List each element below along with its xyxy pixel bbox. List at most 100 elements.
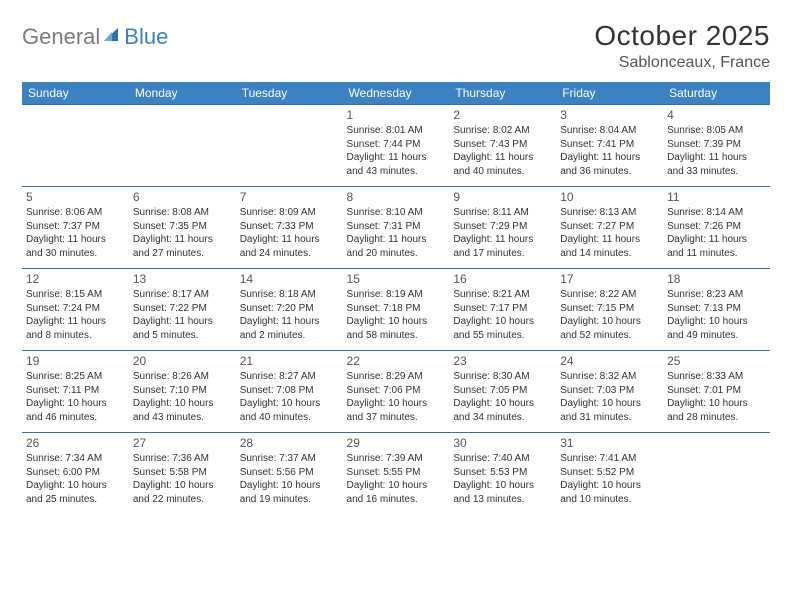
calendar-day-cell: 5Sunrise: 8:06 AMSunset: 7:37 PMDaylight… bbox=[22, 187, 129, 269]
calendar-day-cell: 25Sunrise: 8:33 AMSunset: 7:01 PMDayligh… bbox=[663, 351, 770, 433]
day-number: 28 bbox=[240, 435, 339, 451]
day-number: 1 bbox=[347, 107, 446, 123]
weekday-header: Saturday bbox=[663, 82, 770, 105]
day-number: 9 bbox=[453, 189, 552, 205]
daylight-text: and 27 minutes. bbox=[133, 247, 232, 261]
calendar-day-cell: 3Sunrise: 8:04 AMSunset: 7:41 PMDaylight… bbox=[556, 105, 663, 187]
sunrise-text: Sunrise: 8:01 AM bbox=[347, 124, 446, 138]
calendar-week-row: 12Sunrise: 8:15 AMSunset: 7:24 PMDayligh… bbox=[22, 269, 770, 351]
sunset-text: Sunset: 7:10 PM bbox=[133, 384, 232, 398]
calendar-week-row: 19Sunrise: 8:25 AMSunset: 7:11 PMDayligh… bbox=[22, 351, 770, 433]
day-number: 11 bbox=[667, 189, 766, 205]
daylight-text: and 46 minutes. bbox=[26, 411, 125, 425]
daylight-text: Daylight: 11 hours bbox=[133, 233, 232, 247]
daylight-text: Daylight: 11 hours bbox=[240, 315, 339, 329]
day-number: 26 bbox=[26, 435, 125, 451]
sunset-text: Sunset: 7:06 PM bbox=[347, 384, 446, 398]
day-number: 15 bbox=[347, 271, 446, 287]
sunset-text: Sunset: 7:33 PM bbox=[240, 220, 339, 234]
sunrise-text: Sunrise: 8:25 AM bbox=[26, 370, 125, 384]
day-number: 30 bbox=[453, 435, 552, 451]
daylight-text: and 33 minutes. bbox=[667, 165, 766, 179]
daylight-text: Daylight: 11 hours bbox=[133, 315, 232, 329]
daylight-text: Daylight: 10 hours bbox=[560, 479, 659, 493]
sunset-text: Sunset: 7:27 PM bbox=[560, 220, 659, 234]
daylight-text: and 55 minutes. bbox=[453, 329, 552, 343]
daylight-text: and 22 minutes. bbox=[133, 493, 232, 507]
daylight-text: Daylight: 11 hours bbox=[667, 233, 766, 247]
sunset-text: Sunset: 7:20 PM bbox=[240, 302, 339, 316]
sunset-text: Sunset: 7:03 PM bbox=[560, 384, 659, 398]
day-number: 27 bbox=[133, 435, 232, 451]
sunrise-text: Sunrise: 8:10 AM bbox=[347, 206, 446, 220]
sunset-text: Sunset: 5:58 PM bbox=[133, 466, 232, 480]
sunrise-text: Sunrise: 8:21 AM bbox=[453, 288, 552, 302]
calendar-day-cell: 16Sunrise: 8:21 AMSunset: 7:17 PMDayligh… bbox=[449, 269, 556, 351]
calendar-day-cell: 17Sunrise: 8:22 AMSunset: 7:15 PMDayligh… bbox=[556, 269, 663, 351]
daylight-text: Daylight: 11 hours bbox=[560, 151, 659, 165]
day-number: 2 bbox=[453, 107, 552, 123]
daylight-text: and 36 minutes. bbox=[560, 165, 659, 179]
calendar-day-cell: 1Sunrise: 8:01 AMSunset: 7:44 PMDaylight… bbox=[343, 105, 450, 187]
calendar-day-cell: 30Sunrise: 7:40 AMSunset: 5:53 PMDayligh… bbox=[449, 433, 556, 515]
sunrise-text: Sunrise: 8:08 AM bbox=[133, 206, 232, 220]
daylight-text: Daylight: 10 hours bbox=[347, 315, 446, 329]
sunset-text: Sunset: 5:55 PM bbox=[347, 466, 446, 480]
daylight-text: Daylight: 10 hours bbox=[560, 315, 659, 329]
brand-part1: General bbox=[22, 24, 100, 50]
day-number: 5 bbox=[26, 189, 125, 205]
calendar-day-cell bbox=[663, 433, 770, 515]
daylight-text: and 58 minutes. bbox=[347, 329, 446, 343]
daylight-text: and 31 minutes. bbox=[560, 411, 659, 425]
calendar-day-cell bbox=[22, 105, 129, 187]
daylight-text: and 43 minutes. bbox=[347, 165, 446, 179]
daylight-text: Daylight: 10 hours bbox=[347, 397, 446, 411]
daylight-text: and 40 minutes. bbox=[240, 411, 339, 425]
calendar-day-cell: 7Sunrise: 8:09 AMSunset: 7:33 PMDaylight… bbox=[236, 187, 343, 269]
calendar-day-cell bbox=[236, 105, 343, 187]
calendar-day-cell: 31Sunrise: 7:41 AMSunset: 5:52 PMDayligh… bbox=[556, 433, 663, 515]
calendar-day-cell: 28Sunrise: 7:37 AMSunset: 5:56 PMDayligh… bbox=[236, 433, 343, 515]
sunrise-text: Sunrise: 8:27 AM bbox=[240, 370, 339, 384]
sunset-text: Sunset: 7:35 PM bbox=[133, 220, 232, 234]
daylight-text: Daylight: 10 hours bbox=[133, 397, 232, 411]
daylight-text: and 8 minutes. bbox=[26, 329, 125, 343]
sunrise-text: Sunrise: 8:26 AM bbox=[133, 370, 232, 384]
daylight-text: and 52 minutes. bbox=[560, 329, 659, 343]
day-number: 12 bbox=[26, 271, 125, 287]
calendar-day-cell: 24Sunrise: 8:32 AMSunset: 7:03 PMDayligh… bbox=[556, 351, 663, 433]
sunset-text: Sunset: 7:18 PM bbox=[347, 302, 446, 316]
sunrise-text: Sunrise: 8:02 AM bbox=[453, 124, 552, 138]
daylight-text: and 37 minutes. bbox=[347, 411, 446, 425]
day-number: 24 bbox=[560, 353, 659, 369]
daylight-text: Daylight: 10 hours bbox=[453, 397, 552, 411]
weekday-header-row: Sunday Monday Tuesday Wednesday Thursday… bbox=[22, 82, 770, 105]
calendar-week-row: 26Sunrise: 7:34 AMSunset: 6:00 PMDayligh… bbox=[22, 433, 770, 515]
sunrise-text: Sunrise: 7:36 AM bbox=[133, 452, 232, 466]
sunset-text: Sunset: 7:15 PM bbox=[560, 302, 659, 316]
daylight-text: Daylight: 10 hours bbox=[667, 315, 766, 329]
calendar-day-cell: 8Sunrise: 8:10 AMSunset: 7:31 PMDaylight… bbox=[343, 187, 450, 269]
calendar-day-cell: 19Sunrise: 8:25 AMSunset: 7:11 PMDayligh… bbox=[22, 351, 129, 433]
calendar-day-cell: 26Sunrise: 7:34 AMSunset: 6:00 PMDayligh… bbox=[22, 433, 129, 515]
sunrise-text: Sunrise: 8:14 AM bbox=[667, 206, 766, 220]
brand-logo: General Blue bbox=[22, 24, 168, 50]
calendar-day-cell: 13Sunrise: 8:17 AMSunset: 7:22 PMDayligh… bbox=[129, 269, 236, 351]
daylight-text: Daylight: 10 hours bbox=[240, 479, 339, 493]
sunset-text: Sunset: 7:22 PM bbox=[133, 302, 232, 316]
sunset-text: Sunset: 7:31 PM bbox=[347, 220, 446, 234]
sunset-text: Sunset: 7:44 PM bbox=[347, 138, 446, 152]
daylight-text: Daylight: 11 hours bbox=[453, 233, 552, 247]
calendar-day-cell bbox=[129, 105, 236, 187]
sunset-text: Sunset: 7:26 PM bbox=[667, 220, 766, 234]
daylight-text: and 49 minutes. bbox=[667, 329, 766, 343]
sunrise-text: Sunrise: 8:17 AM bbox=[133, 288, 232, 302]
daylight-text: Daylight: 11 hours bbox=[453, 151, 552, 165]
daylight-text: and 30 minutes. bbox=[26, 247, 125, 261]
daylight-text: Daylight: 11 hours bbox=[667, 151, 766, 165]
sunrise-text: Sunrise: 7:37 AM bbox=[240, 452, 339, 466]
sunset-text: Sunset: 5:56 PM bbox=[240, 466, 339, 480]
sunset-text: Sunset: 7:29 PM bbox=[453, 220, 552, 234]
weekday-header: Thursday bbox=[449, 82, 556, 105]
sunrise-text: Sunrise: 8:06 AM bbox=[26, 206, 125, 220]
